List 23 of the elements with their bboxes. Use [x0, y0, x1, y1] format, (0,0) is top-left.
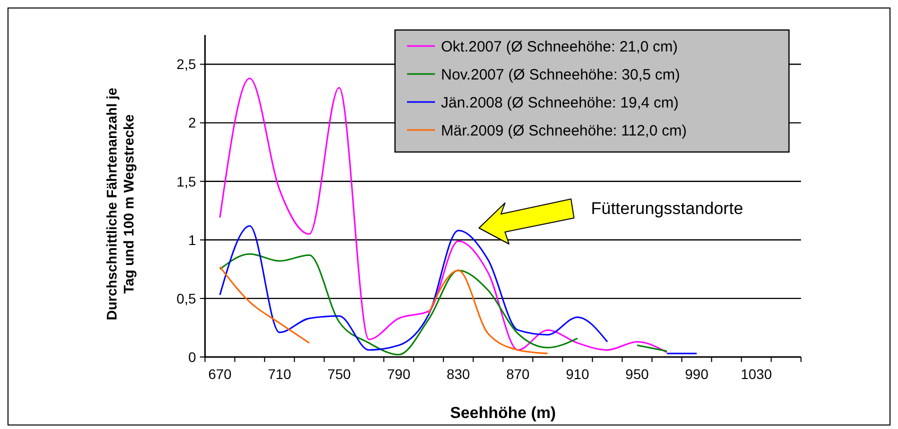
x-tick-label: 990: [685, 366, 709, 382]
y-tick-label: 0,5: [176, 290, 196, 306]
legend-label: Jän.2008 (Ø Schneehöhe: 19,4 cm): [441, 94, 679, 112]
y-tick-label: 1: [188, 232, 196, 248]
x-axis-title: Seehhöhe (m): [450, 405, 556, 422]
x-tick-label: 750: [327, 366, 351, 382]
x-tick-label: 710: [268, 366, 292, 382]
y-tick-label: 1,5: [176, 173, 196, 190]
x-tick-label: 670: [208, 366, 232, 382]
y-tick-label: 0: [188, 348, 196, 365]
x-tick-label: 790: [387, 366, 411, 382]
legend-label: Mär.2009 (Ø Schneehöhe: 112,0 cm): [441, 122, 687, 140]
y-tick-label: 2,5: [176, 56, 196, 72]
y-tick-label: 2: [188, 114, 196, 131]
x-tick-label: 950: [625, 366, 649, 382]
x-tick-label: 910: [566, 366, 590, 382]
annotation: Fütterungsstandorte: [591, 199, 744, 218]
legend-label: Okt.2007 (Ø Schneehöhe: 21,0 cm): [441, 38, 678, 56]
legend-label: Nov.2007 (Ø Schneehöhe: 30,5 cm): [441, 66, 680, 84]
x-tick-label: 1030: [740, 366, 772, 382]
x-tick-label: 870: [506, 366, 530, 382]
y-axis-title: Durchschnittliche Fährtenanzahl je Tag und 100 m Wegstrecke: [104, 87, 136, 320]
x-tick-label: 830: [446, 366, 470, 382]
